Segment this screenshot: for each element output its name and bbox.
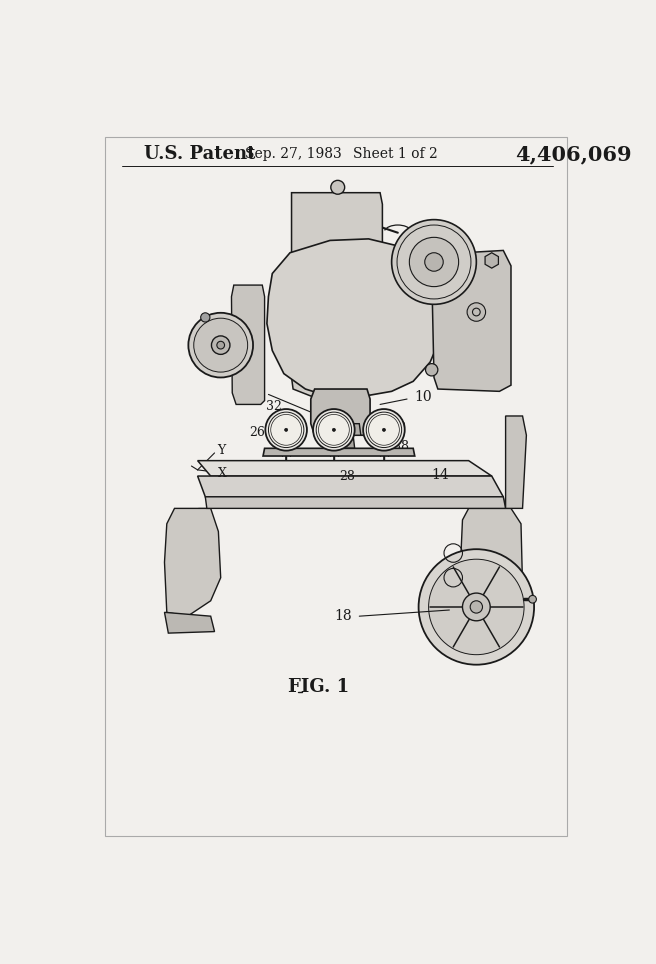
Polygon shape: [205, 496, 506, 508]
Text: Sep. 27, 1983: Sep. 27, 1983: [245, 147, 342, 161]
Polygon shape: [506, 416, 526, 508]
Polygon shape: [232, 285, 264, 405]
Text: 28: 28: [339, 469, 355, 483]
Text: FIG. 1: FIG. 1: [288, 678, 349, 696]
Circle shape: [363, 409, 405, 450]
Polygon shape: [165, 612, 215, 633]
Text: 38: 38: [393, 441, 409, 453]
Circle shape: [333, 428, 335, 431]
Text: 22: 22: [313, 400, 329, 414]
Circle shape: [392, 220, 476, 305]
Circle shape: [331, 180, 344, 194]
Polygon shape: [485, 253, 499, 268]
Circle shape: [211, 335, 230, 355]
Polygon shape: [197, 476, 503, 496]
Circle shape: [194, 318, 248, 372]
Text: 32: 32: [266, 400, 282, 414]
Text: 30: 30: [390, 421, 406, 434]
Polygon shape: [327, 435, 355, 448]
Polygon shape: [291, 193, 382, 399]
Polygon shape: [461, 508, 523, 623]
Text: 26: 26: [249, 426, 264, 440]
Text: 4,406,069: 4,406,069: [515, 145, 632, 164]
Text: 16: 16: [436, 354, 454, 367]
Text: Sheet 1 of 2: Sheet 1 of 2: [353, 147, 438, 161]
Polygon shape: [321, 424, 361, 435]
Circle shape: [382, 428, 386, 431]
Circle shape: [285, 428, 288, 431]
Text: Y: Y: [217, 444, 225, 457]
Circle shape: [409, 237, 459, 286]
Circle shape: [313, 409, 355, 450]
Polygon shape: [263, 448, 415, 456]
Circle shape: [217, 341, 224, 349]
Polygon shape: [311, 389, 370, 435]
Polygon shape: [432, 251, 511, 391]
Circle shape: [470, 601, 483, 613]
Text: 14: 14: [432, 469, 449, 482]
Circle shape: [462, 593, 490, 621]
Circle shape: [316, 413, 352, 447]
Text: U.S. Patent: U.S. Patent: [144, 146, 255, 163]
Polygon shape: [267, 239, 444, 397]
Circle shape: [268, 413, 304, 447]
Circle shape: [467, 303, 485, 321]
Circle shape: [419, 549, 534, 665]
Circle shape: [424, 253, 443, 271]
Circle shape: [426, 363, 438, 376]
Circle shape: [201, 312, 210, 322]
Circle shape: [266, 409, 307, 450]
Text: 18: 18: [334, 609, 352, 623]
Circle shape: [366, 413, 401, 447]
Text: 12: 12: [245, 385, 262, 398]
Circle shape: [428, 559, 524, 655]
Polygon shape: [461, 612, 516, 631]
Circle shape: [188, 312, 253, 378]
Polygon shape: [165, 508, 220, 616]
Polygon shape: [197, 461, 492, 476]
Circle shape: [529, 596, 537, 603]
Text: 10: 10: [415, 389, 432, 404]
Text: X: X: [218, 468, 227, 480]
